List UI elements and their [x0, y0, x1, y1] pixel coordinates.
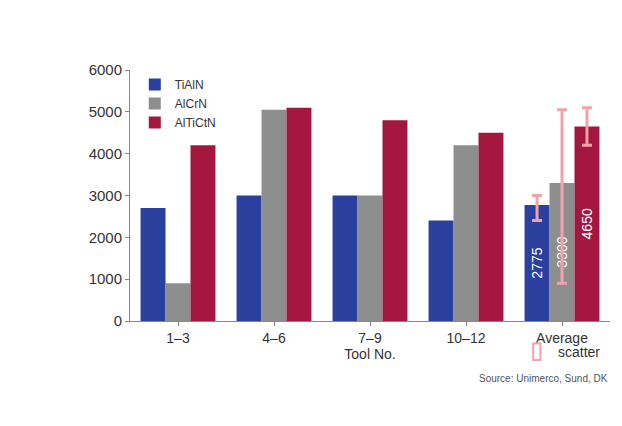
svg-text:2000: 2000	[89, 229, 122, 246]
svg-text:4000: 4000	[89, 145, 122, 162]
svg-text:3000: 3000	[89, 187, 122, 204]
svg-text:7–9: 7–9	[358, 330, 382, 346]
svg-text:4650: 4650	[579, 208, 595, 239]
svg-text:5000: 5000	[89, 103, 122, 120]
svg-text:scatter: scatter	[558, 344, 600, 360]
svg-text:1–3: 1–3	[166, 330, 190, 346]
svg-text:3300: 3300	[554, 236, 570, 267]
svg-text:Average: Average	[536, 330, 588, 346]
svg-text:AlCrN: AlCrN	[175, 97, 207, 111]
svg-text:2775: 2775	[529, 247, 545, 278]
svg-text:0: 0	[114, 312, 122, 329]
svg-text:AlTiCtN: AlTiCtN	[175, 116, 216, 130]
svg-text:4–6: 4–6	[262, 330, 286, 346]
svg-text:6000: 6000	[89, 61, 122, 78]
svg-text:Source: Unimerco, Sund, DK: Source: Unimerco, Sund, DK	[479, 373, 608, 384]
svg-text:10–12: 10–12	[447, 330, 486, 346]
svg-text:Tool No.: Tool No.	[344, 346, 395, 362]
svg-text:1000: 1000	[89, 270, 122, 287]
svg-text:TiAlN: TiAlN	[175, 78, 204, 92]
